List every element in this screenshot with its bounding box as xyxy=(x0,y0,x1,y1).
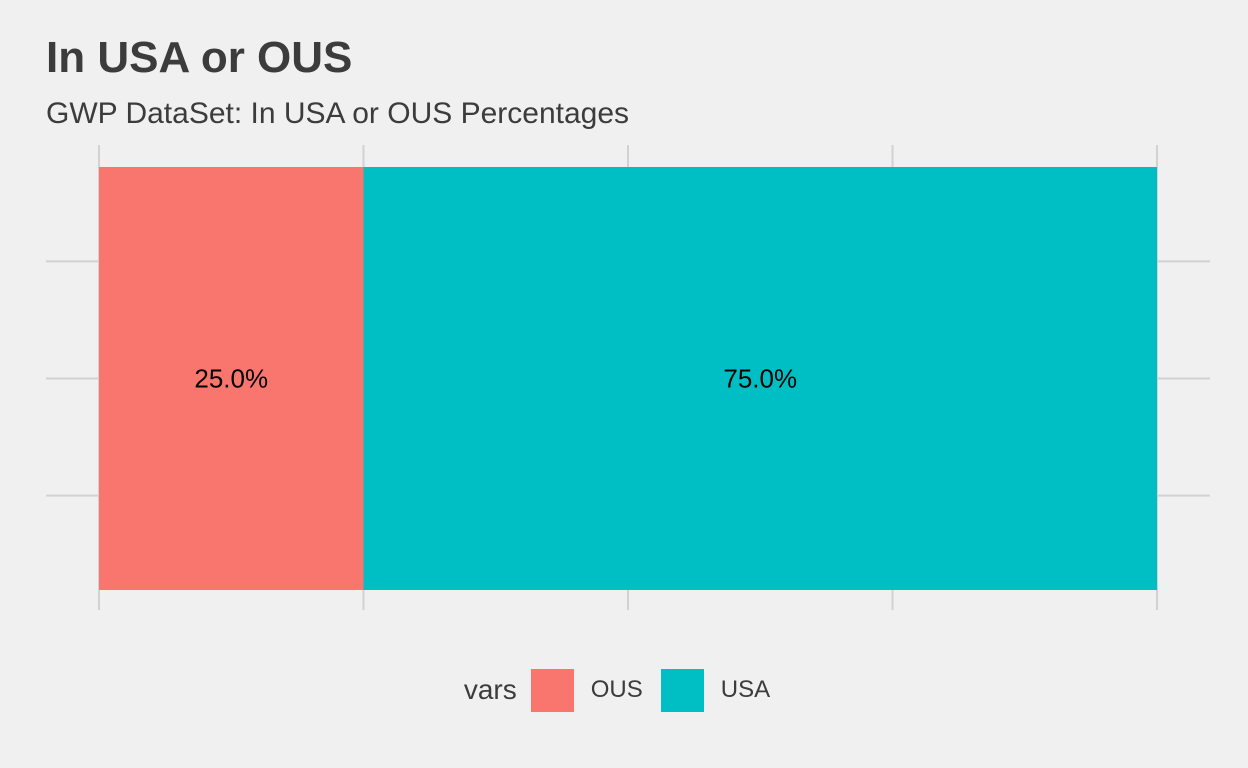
legend-key-ous xyxy=(530,668,574,712)
bar-ous xyxy=(99,167,364,590)
bar-usa xyxy=(363,167,1157,590)
data-label-ous: 25.0% xyxy=(194,364,268,394)
data-label-usa: 75.0% xyxy=(723,364,797,394)
legend-key-usa xyxy=(660,668,704,712)
legend-label-ous: OUS xyxy=(590,676,643,703)
legend-item-usa: USA xyxy=(660,668,771,712)
legend-title: vars xyxy=(463,674,517,705)
legend-item-ous: OUS xyxy=(530,668,643,712)
chart-subtitle: GWP DataSet: In USA or OUS Percentages xyxy=(46,97,630,130)
chart-title: In USA or OUS xyxy=(46,33,353,82)
legend-label-usa: USA xyxy=(720,676,771,703)
legend: vars OUS USA xyxy=(0,668,1248,712)
